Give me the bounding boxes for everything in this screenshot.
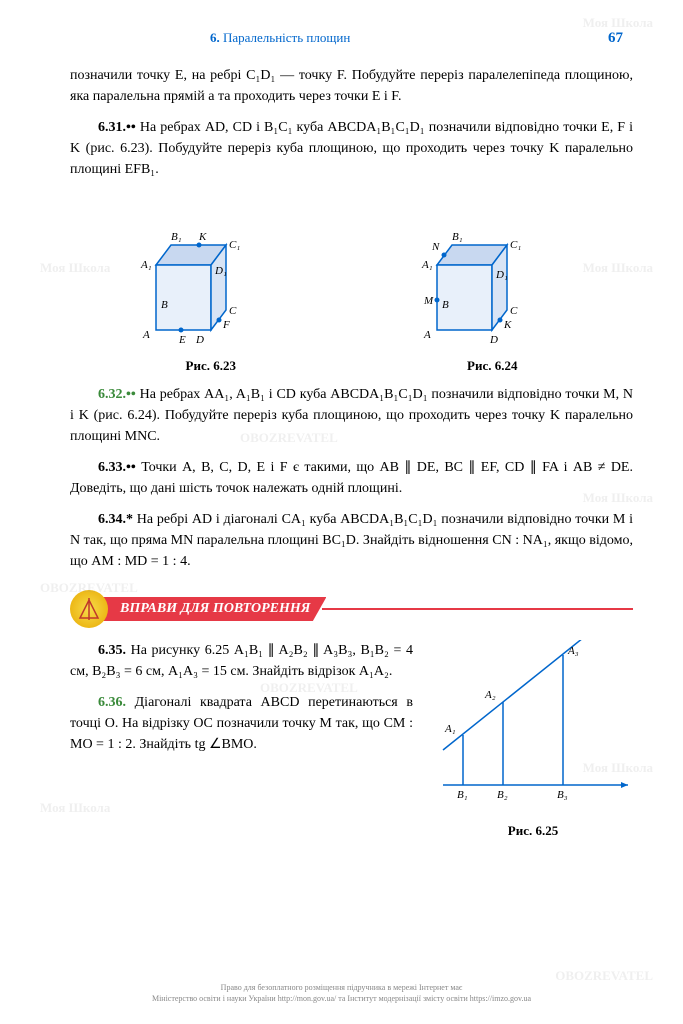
svg-text:D: D xyxy=(489,334,498,346)
svg-text:A: A xyxy=(423,329,431,341)
svg-text:K: K xyxy=(503,319,512,331)
problem-634: 6.34.* На ребрі AD і діагоналі CA₁ куба … xyxy=(70,509,633,572)
svg-text:A₁: A₁ xyxy=(444,723,456,735)
intro-paragraph: позначили точку E, на ребрі C₁D₁ — точку… xyxy=(70,65,633,107)
section-title: 6. Паралельність площин xyxy=(210,30,350,46)
cube-623-svg: B₁ K C₁ A₁ D₁ B C A E D F xyxy=(131,200,291,350)
section-icon xyxy=(70,590,108,628)
section-header-line xyxy=(322,608,633,610)
svg-text:B₁: B₁ xyxy=(171,231,182,243)
svg-text:N: N xyxy=(431,241,440,253)
svg-text:B₂: B₂ xyxy=(497,789,508,801)
svg-text:A₃: A₃ xyxy=(567,645,579,657)
svg-text:A₂: A₂ xyxy=(484,689,496,701)
page-header: 6. Паралельність площин 67 xyxy=(70,30,633,47)
svg-text:C: C xyxy=(229,305,237,317)
page-number: 67 xyxy=(608,30,623,47)
svg-text:E: E xyxy=(178,334,186,346)
svg-text:B₁: B₁ xyxy=(452,231,463,243)
problem-632: 6.32.•• На ребрах AA₁, A₁B₁ і CD куба AB… xyxy=(70,384,633,447)
page-footer: Право для безоплатного розміщення підруч… xyxy=(0,983,683,1004)
problem-633: 6.33.•• Точки A, B, C, D, E і F є такими… xyxy=(70,457,633,499)
problem-636: 6.36. Діагоналі квадрата ABCD перетинают… xyxy=(70,692,413,755)
svg-text:D₁: D₁ xyxy=(214,265,227,277)
figures-row-1: B₁ K C₁ A₁ D₁ B C A E D F Рис. 6.23 B₁ N xyxy=(70,200,633,374)
svg-text:M: M xyxy=(423,295,434,307)
section-header-label: ВПРАВИ ДЛЯ ПОВТОРЕННЯ xyxy=(100,597,326,621)
svg-text:A: A xyxy=(142,329,150,341)
problems-with-figure: 6.35. На рисунку 6.25 A₁B₁ ∥ A₂B₂ ∥ A₃B₃… xyxy=(70,640,633,839)
watermark: OBOZREVATEL xyxy=(555,968,653,984)
problem-635: 6.35. На рисунку 6.25 A₁B₁ ∥ A₂B₂ ∥ A₃B₃… xyxy=(70,640,413,682)
figure-623: B₁ K C₁ A₁ D₁ B C A E D F Рис. 6.23 xyxy=(131,200,291,374)
svg-text:B₁: B₁ xyxy=(457,789,468,801)
svg-text:D: D xyxy=(195,334,204,346)
cube-624-svg: B₁ N C₁ A₁ D₁ B M C A D K xyxy=(412,200,572,350)
svg-text:B₃: B₃ xyxy=(557,789,568,801)
section-header-repeat: ВПРАВИ ДЛЯ ПОВТОРЕННЯ xyxy=(70,590,633,628)
svg-text:C₁: C₁ xyxy=(510,239,521,251)
figure-624-caption: Рис. 6.24 xyxy=(467,358,517,374)
svg-text:F: F xyxy=(222,319,230,331)
svg-text:B: B xyxy=(442,299,449,311)
problem-631: 6.31.•• На ребрах AD, CD і B₁C₁ куба ABC… xyxy=(70,117,633,180)
watermark: Моя Школа xyxy=(583,15,653,31)
svg-text:D₁: D₁ xyxy=(495,269,508,281)
svg-text:C₁: C₁ xyxy=(229,239,240,251)
figure-624: B₁ N C₁ A₁ D₁ B M C A D K Рис. 6.24 xyxy=(412,200,572,374)
svg-text:K: K xyxy=(198,231,207,243)
figure-625-svg: A₁ A₂ A₃ B₁ B₂ B₃ xyxy=(433,640,633,810)
svg-text:A₁: A₁ xyxy=(140,259,152,271)
figure-623-caption: Рис. 6.23 xyxy=(186,358,236,374)
svg-text:A₁: A₁ xyxy=(421,259,433,271)
figure-625-caption: Рис. 6.25 xyxy=(433,823,633,839)
svg-text:B: B xyxy=(161,299,168,311)
svg-text:C: C xyxy=(510,305,518,317)
